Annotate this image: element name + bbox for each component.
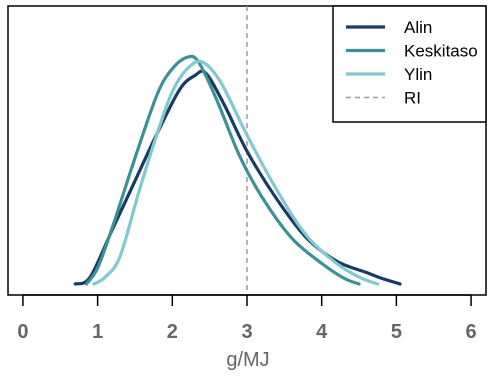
legend-label-alin: Alin [404, 18, 432, 37]
x-tick-label: 2 [167, 321, 178, 343]
x-tick-label: 5 [391, 321, 402, 343]
legend-label-ri: RI [404, 89, 421, 108]
x-tick-label: 0 [17, 321, 28, 343]
legend-label-keskitaso: Keskitaso [404, 42, 478, 61]
x-tick-label: 6 [466, 321, 477, 343]
series-line-alin [73, 69, 402, 286]
series-line-ylin [92, 59, 380, 286]
x-tick-label: 3 [241, 321, 252, 343]
legend-box [332, 5, 487, 123]
x-tick-label: 1 [92, 321, 103, 343]
legend: Alin Keskitaso Ylin RI [332, 5, 487, 123]
x-axis: 0 1 2 3 4 5 6 [17, 294, 477, 343]
x-axis-label: g/MJ [226, 349, 269, 371]
legend-label-ylin: Ylin [404, 65, 432, 84]
x-tick-label: 4 [316, 321, 328, 343]
